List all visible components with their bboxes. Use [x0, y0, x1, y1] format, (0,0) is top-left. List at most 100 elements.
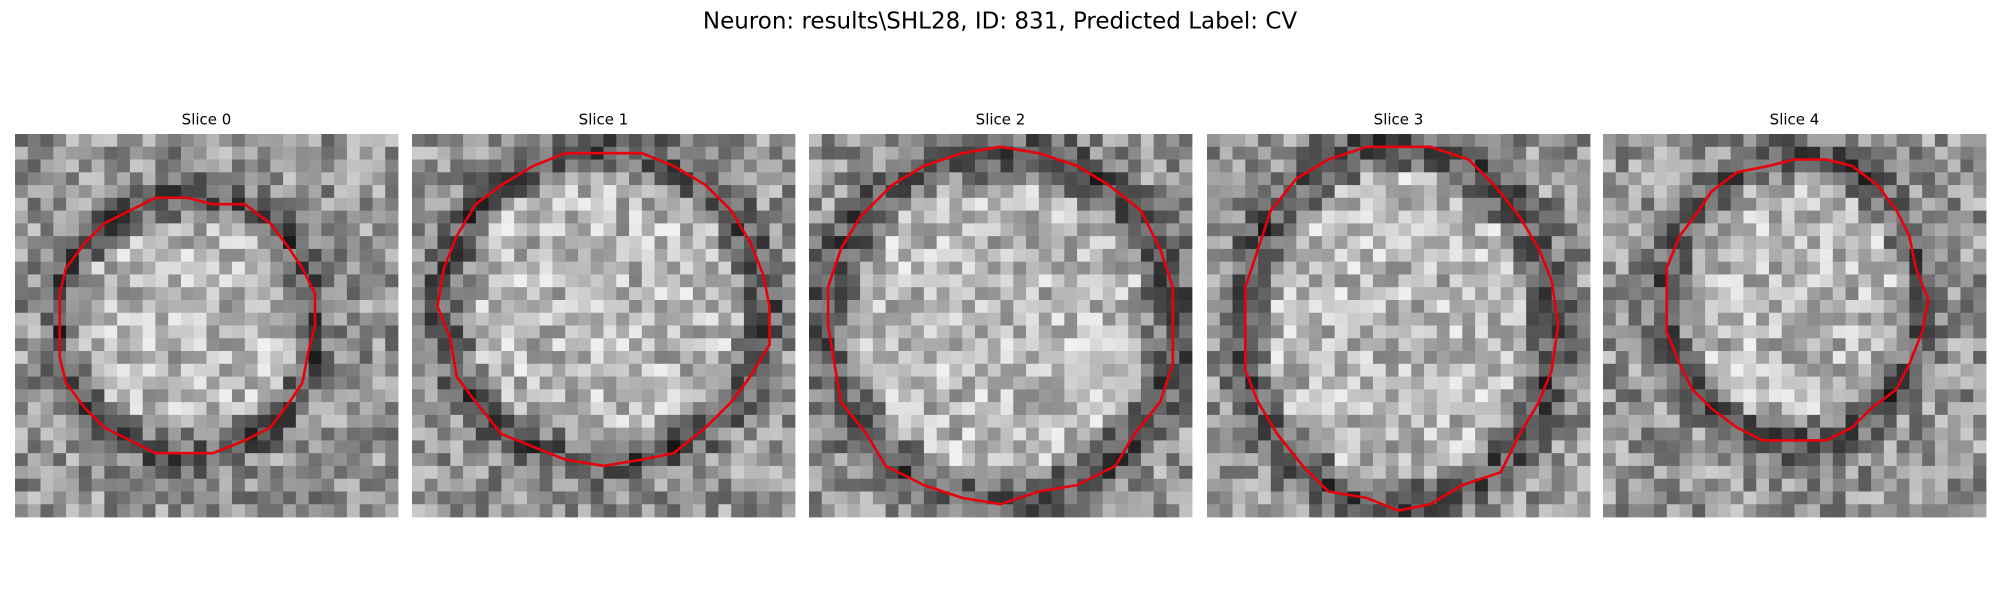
pixel	[1679, 351, 1693, 365]
pixel	[1551, 465, 1565, 480]
pixel	[577, 185, 592, 199]
pixel	[1026, 236, 1040, 250]
pixel	[206, 248, 220, 263]
pixel	[1487, 146, 1502, 160]
pixel	[1832, 197, 1846, 211]
pixel	[1140, 146, 1155, 160]
pixel	[1615, 274, 1629, 288]
pixel	[1245, 453, 1259, 467]
pixel	[821, 159, 835, 173]
pixel	[1000, 299, 1014, 314]
pixel	[821, 376, 835, 390]
pixel	[885, 363, 899, 377]
pixel	[412, 299, 426, 314]
pixel	[782, 146, 796, 160]
pixel	[1411, 453, 1425, 467]
pixel	[1321, 351, 1336, 365]
pixel	[155, 197, 169, 211]
pixel	[782, 427, 796, 441]
pixel	[1947, 312, 1961, 326]
pixel	[834, 363, 848, 377]
pixel	[743, 440, 758, 454]
pixel	[1628, 440, 1642, 454]
pixel	[769, 223, 783, 237]
pixel	[1615, 210, 1629, 224]
pixel	[1654, 185, 1668, 199]
pixel	[1270, 453, 1284, 467]
pixel	[1115, 312, 1129, 326]
pixel	[193, 134, 207, 148]
pixel	[1960, 172, 1974, 186]
pixel	[15, 159, 29, 173]
pixel	[962, 453, 976, 467]
pixel	[1641, 376, 1655, 390]
pixel	[1551, 504, 1565, 518]
pixel	[412, 172, 426, 186]
pixel	[756, 146, 770, 160]
pixel	[1424, 172, 1438, 186]
pixel	[117, 491, 131, 505]
pixel	[692, 146, 707, 160]
pixel	[129, 414, 144, 429]
pixel	[1475, 261, 1489, 275]
pixel	[590, 223, 604, 237]
pixel	[27, 299, 41, 314]
pixel	[1756, 146, 1770, 160]
pixel	[809, 146, 823, 160]
pixel	[1807, 325, 1821, 339]
pixel	[1411, 274, 1425, 288]
pixel	[526, 427, 541, 441]
pixel	[1232, 427, 1246, 441]
pixel	[860, 185, 874, 199]
pixel	[539, 414, 553, 429]
pixel	[1832, 299, 1846, 314]
pixel	[654, 491, 668, 505]
pixel	[1743, 185, 1757, 199]
pixel	[91, 172, 105, 186]
pixel	[1845, 427, 1859, 441]
pixel	[1424, 248, 1438, 263]
pixel	[654, 427, 668, 441]
pixel	[667, 287, 681, 301]
pixel	[616, 440, 630, 454]
pixel	[1577, 134, 1591, 148]
pixel	[667, 274, 681, 288]
pixel	[1807, 146, 1821, 160]
pixel	[1871, 197, 1885, 211]
pixel	[232, 287, 246, 301]
pixel	[603, 338, 617, 352]
pixel	[743, 185, 758, 199]
pixel	[1038, 338, 1052, 352]
pixel	[872, 325, 886, 339]
pixel	[232, 453, 246, 467]
pixel	[565, 299, 579, 314]
pixel	[359, 325, 373, 339]
pixel	[629, 261, 643, 275]
pixel	[860, 299, 874, 314]
pixel	[1424, 287, 1438, 301]
pixel	[1871, 134, 1885, 148]
pixel	[372, 312, 386, 326]
pixel	[526, 287, 541, 301]
pixel	[424, 504, 438, 518]
pixel	[1960, 312, 1974, 326]
pixel	[1385, 248, 1399, 263]
pixel	[180, 376, 195, 390]
pixel	[936, 376, 950, 390]
pixel	[180, 440, 195, 454]
pixel	[1679, 159, 1693, 173]
pixel	[603, 363, 617, 377]
pixel	[1334, 210, 1348, 224]
pixel	[1564, 325, 1578, 339]
pixel	[847, 351, 861, 365]
pixel	[1013, 172, 1027, 186]
pixel	[680, 389, 694, 403]
pixel	[1245, 478, 1259, 492]
pixel	[501, 376, 515, 390]
pixel	[1513, 197, 1527, 211]
pixel	[412, 414, 426, 429]
pixel	[1038, 376, 1052, 390]
pixel	[129, 312, 144, 326]
pixel	[847, 440, 861, 454]
pixel	[782, 299, 796, 314]
